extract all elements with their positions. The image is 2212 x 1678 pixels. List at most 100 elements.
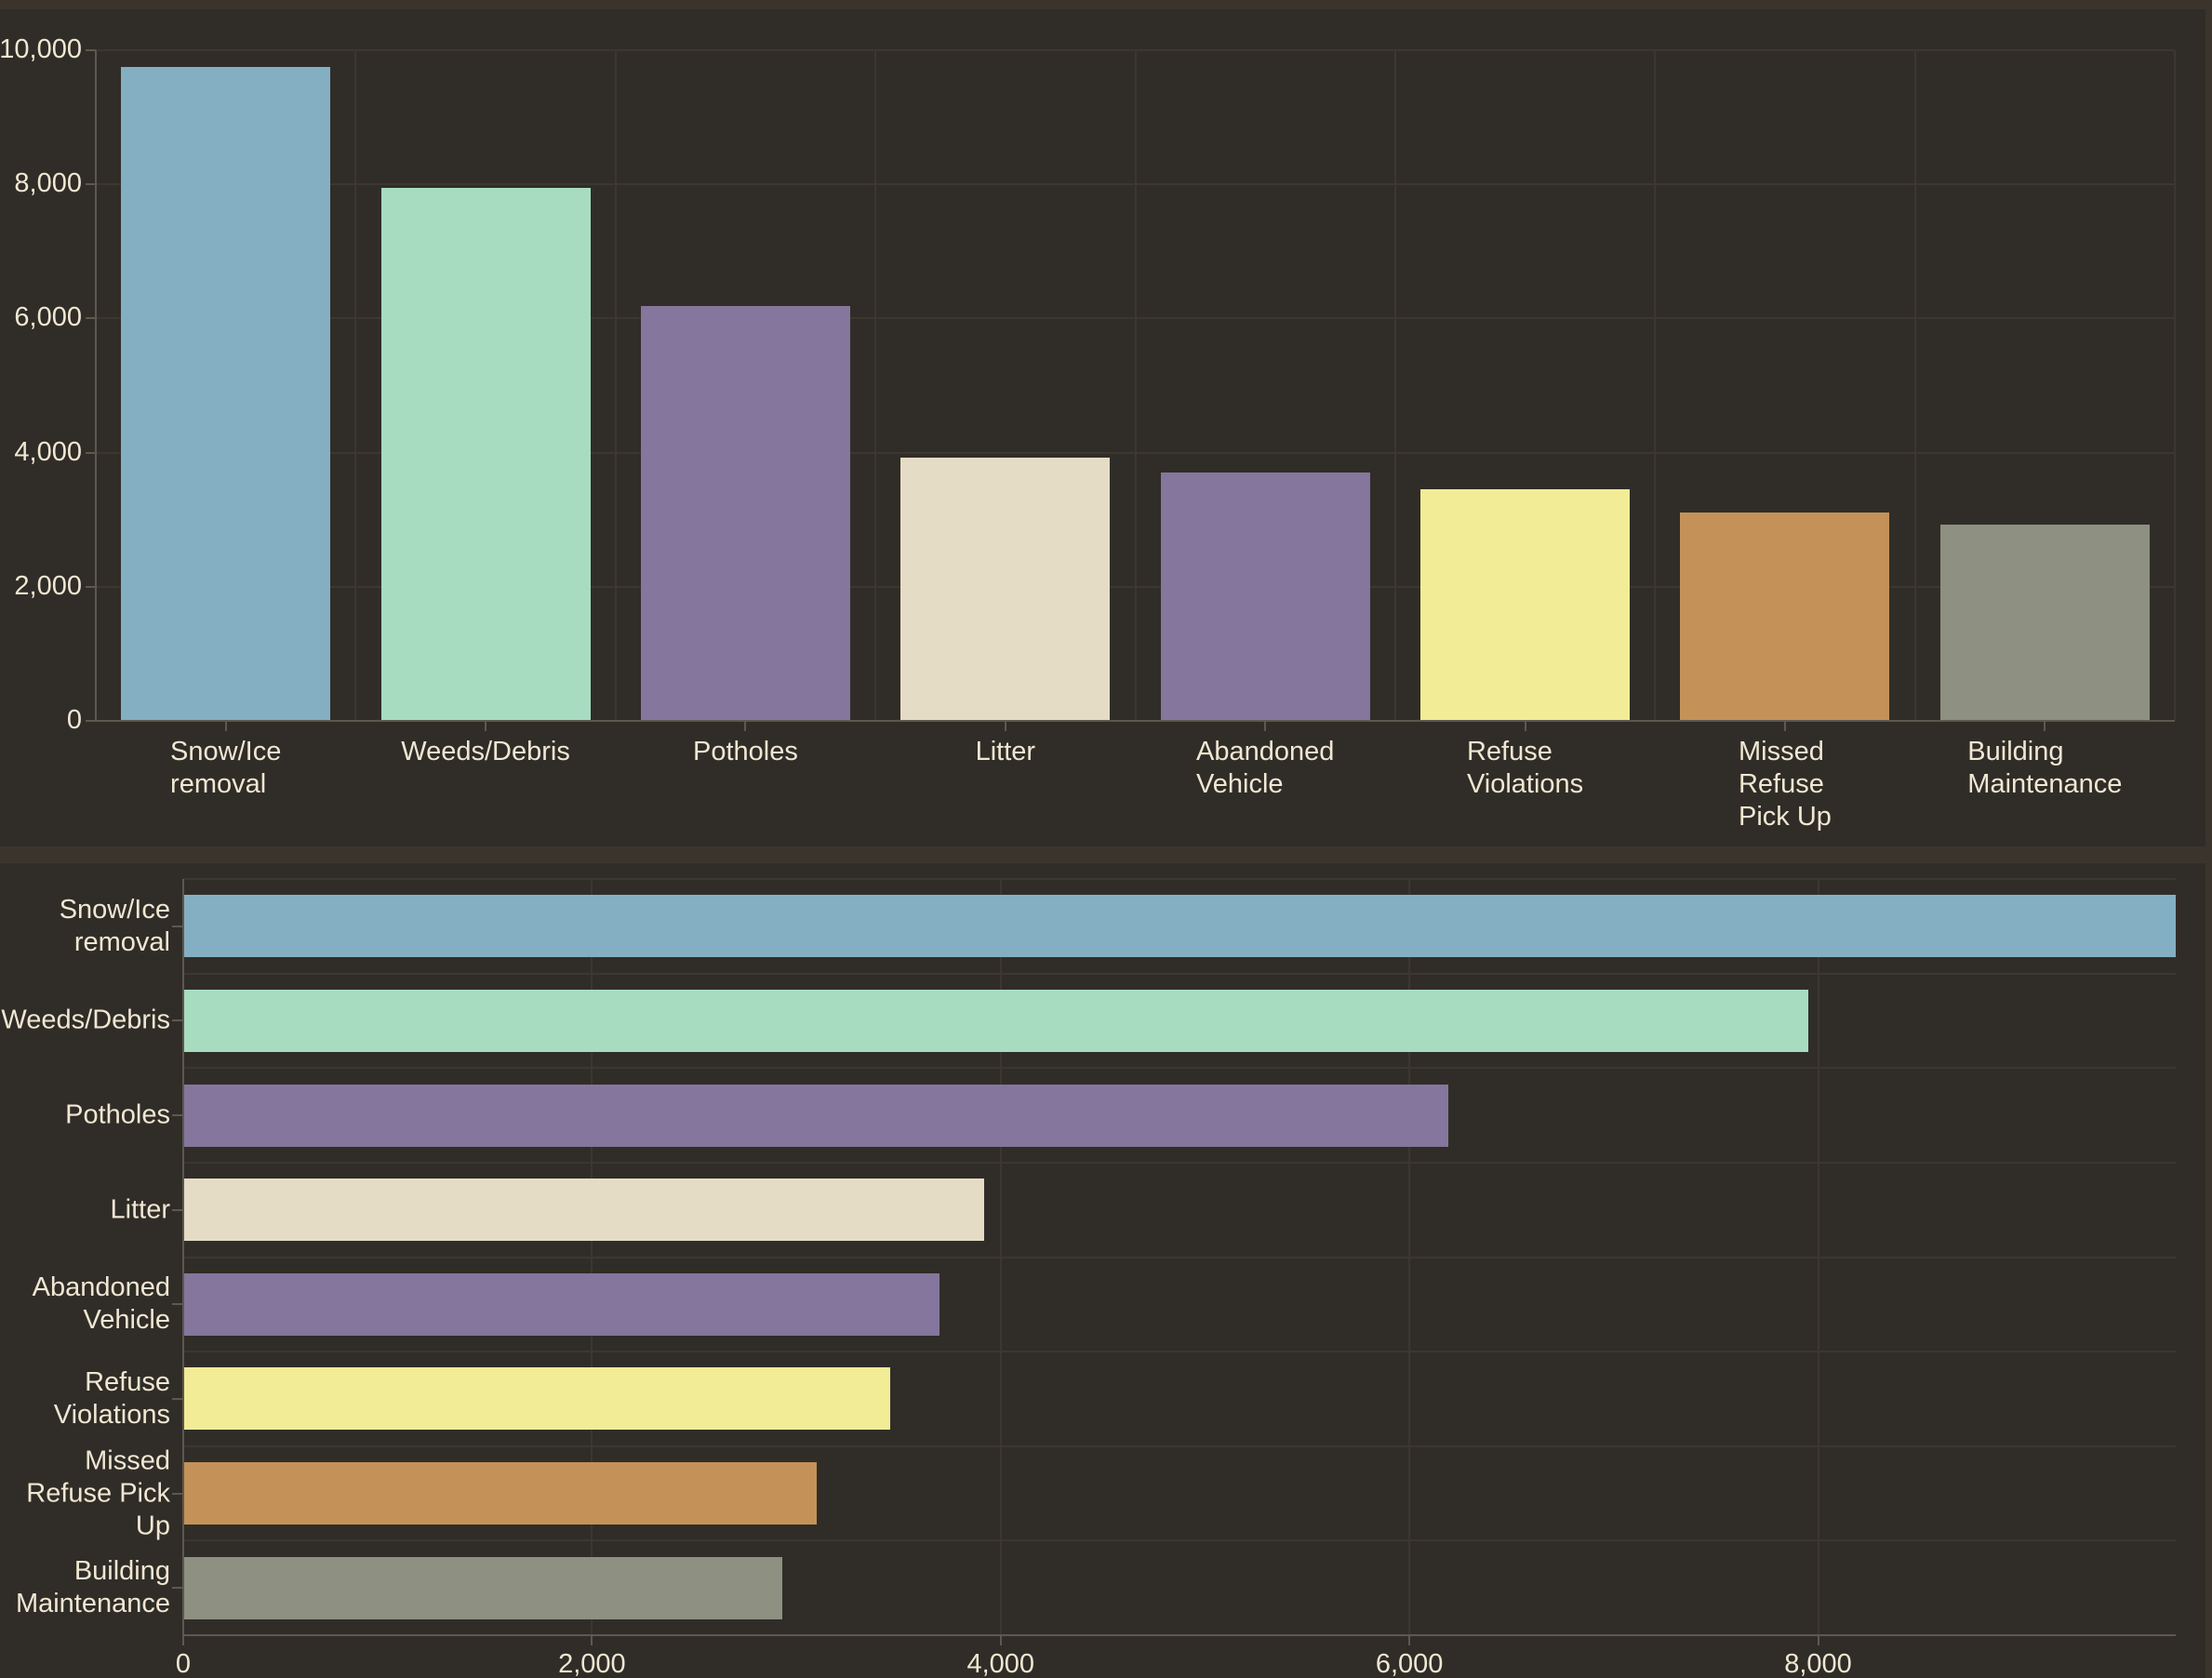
category-boundary-gridline <box>1913 50 1916 721</box>
bar-weeds-debris[interactable] <box>183 989 1808 1052</box>
x-axis-tick-mark <box>1524 721 1526 731</box>
bar-snow-ice-removal[interactable] <box>183 895 2176 958</box>
x-axis-tick-mark <box>999 1635 1002 1645</box>
x-gridline <box>591 879 593 1635</box>
bar-potholes[interactable] <box>183 1084 1448 1147</box>
label-line: Refuse <box>1466 737 1552 766</box>
y-axis-tick-label: 8,000 <box>14 168 82 199</box>
label-line: Up <box>135 1511 170 1541</box>
y-axis-tick-mark <box>86 317 96 320</box>
x-axis-tick-mark <box>744 721 747 731</box>
y-axis-tick-mark <box>86 720 96 722</box>
bar-weeds-debris[interactable] <box>380 187 591 721</box>
y-axis-tick-mark <box>172 1303 182 1306</box>
label-line: Building <box>73 1556 170 1587</box>
x-gridline <box>1817 879 1819 1635</box>
bar-building-maintenance[interactable] <box>1939 524 2150 721</box>
label-line: Refuse Pick <box>26 1478 170 1509</box>
y-axis-tick-mark <box>86 451 96 454</box>
x-axis-tick-label: 4,000 <box>966 1649 1035 1678</box>
bar-snow-ice-removal[interactable] <box>121 67 331 721</box>
bar-refuse-violations[interactable] <box>1420 488 1631 721</box>
bar-abandoned-vehicle[interactable] <box>183 1272 939 1336</box>
x-axis-category-label: Litter <box>976 736 1035 768</box>
bar-missed-refuse-pick-up[interactable] <box>183 1462 818 1525</box>
bar-litter[interactable] <box>183 1179 985 1242</box>
y-axis-tick-mark <box>172 1397 182 1400</box>
y-axis-line <box>182 879 184 1635</box>
x-gridline <box>999 879 1002 1635</box>
label-line: Missed <box>1738 737 1824 766</box>
row-boundary-gridline <box>183 1351 2176 1353</box>
y-axis-tick-mark <box>86 49 96 51</box>
x-axis-tick-mark <box>182 1635 184 1645</box>
y-axis-category-label: Missed Refuse Pick Up <box>26 1445 170 1542</box>
category-boundary-gridline <box>874 50 877 721</box>
y-axis-tick-label: 0 <box>66 705 82 735</box>
y-axis-line <box>95 50 97 721</box>
label-line: Snow/Ice <box>170 737 282 766</box>
label-line: Vehicle <box>1196 769 1284 799</box>
y-axis-category-label: Litter <box>111 1193 170 1226</box>
y-axis-tick-label: 6,000 <box>14 302 82 333</box>
label-line: removal <box>170 769 267 799</box>
x-axis-category-label: Abandoned Vehicle <box>1196 736 1334 801</box>
bar-abandoned-vehicle[interactable] <box>1160 473 1370 721</box>
label-line: Weeds/Debris <box>1 1005 170 1035</box>
y-axis-category-label: Snow/Ice removal <box>60 894 170 959</box>
label-line: Maintenance <box>15 1589 170 1619</box>
row-boundary-gridline <box>183 1445 2176 1447</box>
bar-litter[interactable] <box>900 458 1111 721</box>
y-axis-category-label: Potholes <box>65 1099 170 1132</box>
y-axis-category-label: Abandoned Vehicle <box>33 1272 170 1337</box>
y-axis-tick-mark <box>172 1019 182 1022</box>
label-line: Violations <box>53 1399 170 1430</box>
x-axis-tick-label: 8,000 <box>1784 1649 1852 1678</box>
bar-missed-refuse-pick-up[interactable] <box>1680 513 1890 721</box>
y-axis-tick-mark <box>172 925 182 927</box>
y-axis-tick-label: 2,000 <box>14 570 82 601</box>
y-axis-category-label: Weeds/Debris <box>1 1005 170 1037</box>
row-boundary-gridline <box>183 1539 2176 1542</box>
row-boundary-gridline <box>183 1161 2176 1164</box>
row-boundary-gridline <box>183 878 2176 880</box>
label-line: Abandoned <box>32 1272 170 1303</box>
x-axis-tick-mark <box>1004 721 1006 731</box>
x-axis-category-label: Potholes <box>693 736 798 768</box>
x-axis-category-label: Missed Refuse Pick Up <box>1739 736 1832 833</box>
y-axis-tick-label: 10,000 <box>0 34 82 64</box>
label-line: Litter <box>110 1194 170 1225</box>
x-axis-tick-mark <box>1408 1635 1411 1645</box>
y-axis-tick-mark <box>172 1587 182 1590</box>
y-axis-tick-mark <box>172 1114 182 1117</box>
bar-potholes[interactable] <box>640 305 850 721</box>
x-axis-tick-mark <box>2044 721 2046 731</box>
label-line: Vehicle <box>83 1305 170 1336</box>
label-line: Refuse <box>1738 769 1824 799</box>
label-line: Refuse <box>85 1366 170 1397</box>
row-boundary-gridline <box>183 972 2176 975</box>
y-axis-tick-mark <box>172 1208 182 1211</box>
y-axis-category-label: Refuse Violations <box>54 1366 170 1432</box>
category-boundary-gridline <box>614 50 617 721</box>
x-axis-category-label: Refuse Violations <box>1467 736 1583 801</box>
bar-building-maintenance[interactable] <box>183 1556 782 1619</box>
label-line: Potholes <box>65 1099 170 1130</box>
label-line: Violations <box>1466 769 1584 799</box>
category-boundary-gridline <box>1654 50 1657 721</box>
x-axis-tick-mark <box>1817 1635 1819 1645</box>
y-axis-tick-mark <box>172 1492 182 1495</box>
x-axis-category-label: Building Maintenance <box>1967 736 2122 801</box>
label-line: Missed <box>85 1445 170 1476</box>
bar-refuse-violations[interactable] <box>183 1367 891 1431</box>
x-axis-baseline <box>96 720 2175 722</box>
label-line: Pick Up <box>1738 802 1832 832</box>
y-axis-tick-mark <box>86 183 96 186</box>
label-line: Snow/Ice <box>59 894 170 925</box>
x-axis-tick-mark <box>1783 721 1786 731</box>
x-axis-tick-mark <box>224 721 227 731</box>
label-line: Building <box>1967 737 2064 766</box>
